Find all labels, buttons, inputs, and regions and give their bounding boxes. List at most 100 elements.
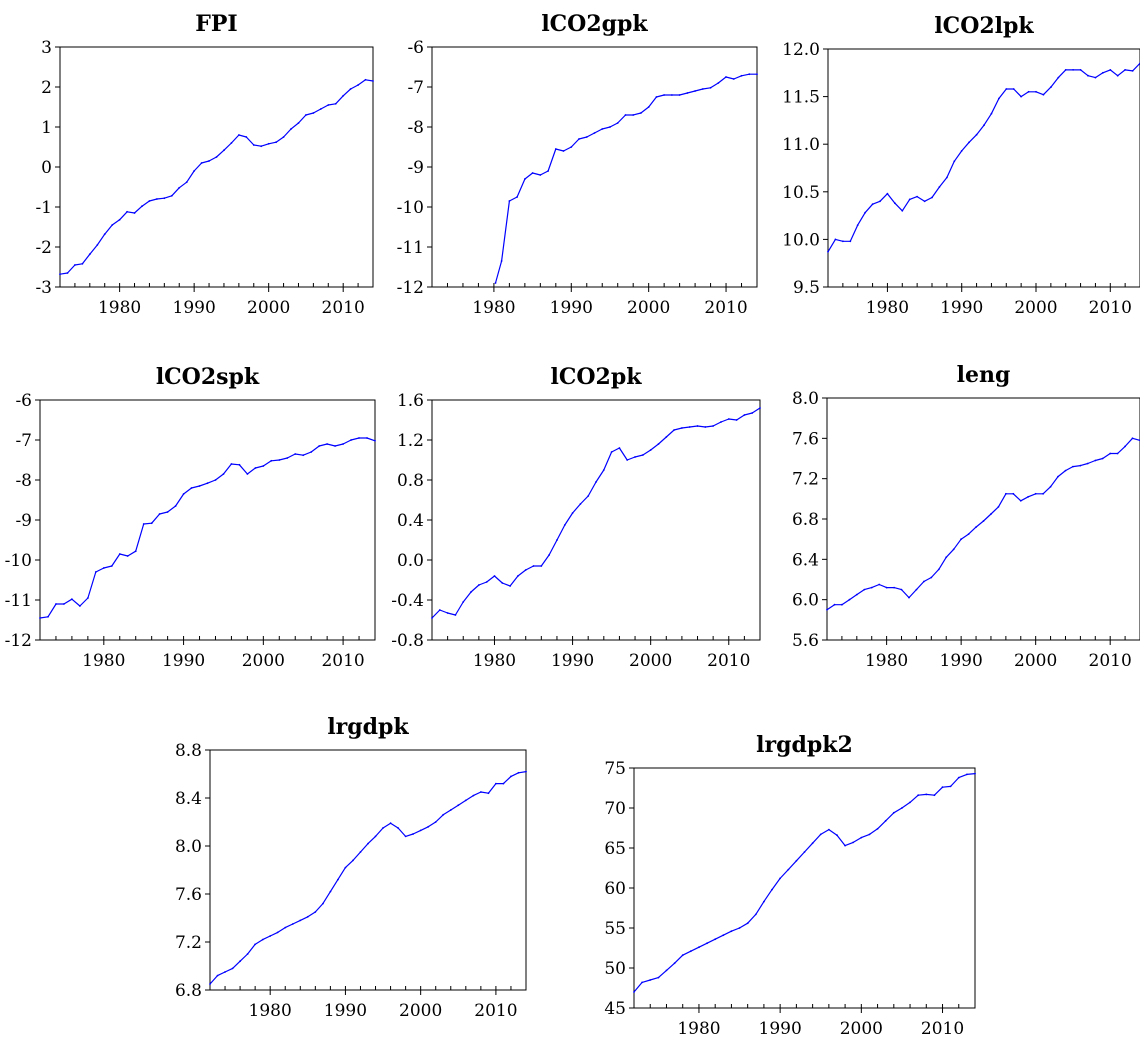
data-point (358, 437, 360, 439)
data-point (1079, 464, 1082, 467)
data-point (364, 78, 367, 81)
data-point (290, 128, 292, 130)
data-point (344, 866, 347, 869)
data-point (200, 162, 203, 164)
data-point (252, 144, 255, 146)
data-point (698, 946, 700, 949)
data-point (367, 842, 369, 845)
data-point (359, 851, 362, 853)
data-point (828, 828, 830, 831)
data-point (480, 791, 482, 793)
data-point (641, 981, 643, 984)
data-point (269, 935, 272, 937)
data-point (876, 827, 879, 830)
data-point (239, 960, 242, 963)
data-point (751, 412, 754, 414)
chart-panel-2: lCO2gpk -12 -11 -10 -9 -8 -7 -6 1980 1990 2000 2010 (397, 11, 758, 318)
data-point (946, 176, 948, 179)
data-point (214, 479, 217, 481)
data-point (286, 457, 289, 459)
data-point (1005, 492, 1007, 495)
data-point (746, 922, 749, 925)
data-point (960, 150, 963, 152)
data-point (141, 205, 143, 208)
data-point (937, 568, 940, 571)
data-point (502, 782, 505, 785)
x-tick-label: 1990 (173, 298, 216, 318)
data-point (357, 84, 359, 86)
y-tick-label: 12.0 (782, 40, 820, 60)
data-point (1124, 445, 1126, 448)
data-point (1005, 88, 1008, 90)
data-point (819, 833, 822, 836)
data-point (246, 473, 249, 475)
data-point (350, 439, 352, 441)
data-point (193, 170, 196, 172)
data-point (578, 138, 580, 140)
x-tick-label: 2000 (242, 651, 285, 671)
plot-frame (431, 46, 758, 288)
data-point (916, 195, 918, 198)
data-point (626, 459, 629, 461)
series-line (633, 773, 976, 993)
y-tick-label: 55 (604, 919, 626, 939)
x-tick-label: 2000 (1014, 651, 1057, 671)
data-point (982, 520, 985, 522)
data-point (909, 801, 911, 804)
data-point (892, 811, 895, 814)
data-point (326, 443, 328, 445)
data-point (94, 571, 97, 573)
data-point (694, 90, 696, 92)
data-point (110, 565, 113, 567)
data-point (297, 122, 300, 124)
data-point (640, 112, 642, 114)
series-line (494, 73, 757, 284)
data-point (908, 198, 911, 201)
data-point (712, 425, 714, 427)
data-point (1079, 69, 1082, 71)
data-point (372, 80, 374, 82)
data-point (585, 136, 588, 138)
data-point (900, 588, 903, 591)
data-point (1012, 88, 1015, 90)
data-point (412, 833, 414, 835)
data-point (190, 487, 193, 489)
data-point (299, 919, 302, 922)
data-point (118, 218, 121, 221)
data-point (224, 971, 226, 973)
data-point (306, 915, 309, 918)
data-point (709, 86, 712, 89)
data-point (849, 240, 852, 243)
data-point (1057, 475, 1059, 478)
y-tick-label: -6 (407, 38, 424, 58)
x-tick-label: 1980 (98, 298, 141, 318)
data-point (571, 512, 574, 514)
data-point (696, 425, 699, 427)
y-tick-label: 60 (604, 879, 626, 899)
y-tick-label: 6.0 (792, 591, 819, 611)
data-point (438, 609, 441, 611)
y-tick-label: 6.4 (792, 550, 819, 570)
data-point (933, 794, 936, 797)
data-point (923, 580, 925, 583)
y-tick-label: 6.8 (175, 981, 202, 1001)
data-point (275, 141, 277, 144)
data-point (689, 950, 692, 953)
data-point (294, 453, 297, 455)
data-point (337, 878, 339, 881)
x-tick-label: 1980 (472, 298, 515, 318)
y-tick-label: -3 (35, 278, 52, 298)
data-point (223, 149, 225, 152)
y-tick-label: -11 (5, 591, 32, 611)
data-point (230, 463, 233, 465)
data-point (1064, 469, 1067, 472)
y-tick-label: 70 (604, 799, 626, 819)
data-point (673, 429, 675, 431)
y-tick-label: 0 (41, 158, 52, 178)
data-point (931, 196, 933, 199)
data-point (472, 794, 475, 797)
data-point (1131, 437, 1134, 440)
data-point (1042, 93, 1045, 96)
data-point (618, 447, 621, 449)
data-point (595, 481, 597, 483)
